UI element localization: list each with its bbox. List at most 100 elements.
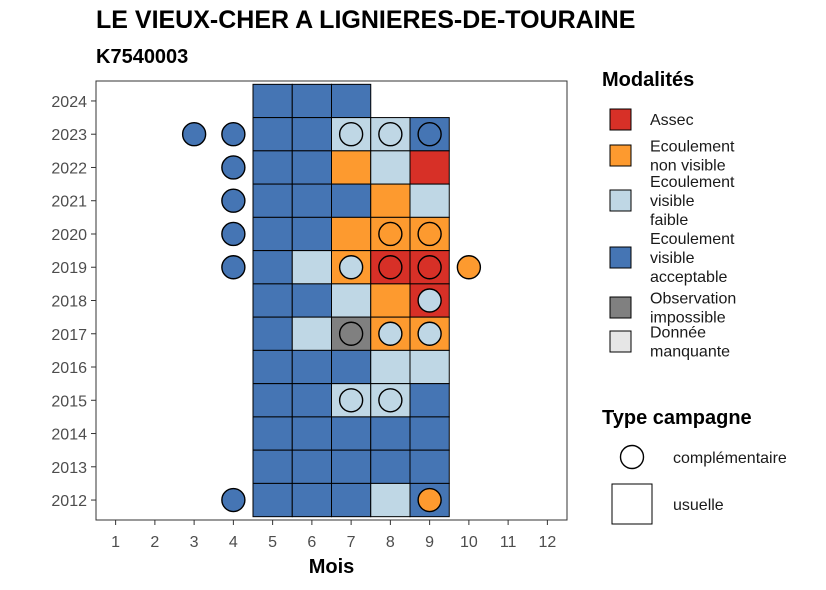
x-tick-label: 8 (386, 534, 395, 551)
usuelle-cell-2018-7 (331, 283, 372, 318)
legend-label-complementaire: complémentaire (673, 450, 787, 467)
legend-square-key (611, 483, 653, 525)
legend-label-ecvf: faible (650, 212, 688, 229)
usuelle-cell-2013-9 (409, 449, 450, 484)
legend-key-obsimp (609, 296, 632, 319)
usuelle-cell-2021-5 (252, 183, 293, 218)
usuelle-cell-2016-9 (409, 349, 450, 385)
legend-label-obsimp: Observation (650, 291, 736, 308)
x-tick-label: 1 (111, 534, 120, 551)
complementaire-point-2023-4 (221, 122, 246, 147)
usuelle-cell-2021-8 (370, 183, 411, 218)
usuelle-cell-2019-6 (291, 250, 332, 285)
legend-label-obsimp: impossible (650, 310, 726, 327)
legend-label-ecnv: Ecoulement (650, 139, 735, 156)
usuelle-cell-2022-6 (291, 150, 332, 185)
y-tick-label: 2015 (51, 393, 87, 410)
complementaire-point-2018-9 (417, 288, 442, 313)
usuelle-cell-2012-8 (370, 482, 411, 518)
y-tick-label: 2022 (51, 160, 87, 177)
legend-label-ecva: visible (650, 250, 695, 267)
usuelle-cell-2021-7 (331, 183, 372, 218)
x-tick-label: 6 (307, 534, 316, 551)
legend-label-ecva: acceptable (650, 269, 727, 286)
usuelle-cell-2024-6 (291, 83, 332, 119)
x-tick-label: 12 (538, 534, 556, 551)
y-tick-label: 2012 (51, 493, 87, 510)
legend-label-ecva: Ecoulement (650, 231, 735, 248)
complementaire-point-2020-8 (378, 221, 403, 247)
usuelle-cell-2021-9 (409, 183, 450, 218)
usuelle-cell-2020-7 (331, 216, 372, 252)
complementaire-point-2023-9 (417, 122, 442, 147)
usuelle-cell-2022-5 (252, 150, 293, 185)
complementaire-point-2023-3 (181, 122, 207, 147)
usuelle-cell-2019-5 (252, 250, 293, 285)
usuelle-cell-2013-7 (331, 449, 372, 484)
usuelle-cell-2013-6 (291, 449, 332, 484)
y-tick-label: 2014 (51, 427, 87, 444)
y-tick-label: 2024 (51, 94, 87, 111)
y-tick-label: 2017 (51, 327, 87, 344)
usuelle-cell-2012-7 (331, 482, 372, 518)
complementaire-point-2015-8 (378, 388, 403, 413)
usuelle-cell-2018-6 (291, 283, 332, 318)
y-tick-label: 2020 (51, 227, 87, 244)
complementaire-point-2023-7 (338, 122, 364, 147)
complementaire-point-2020-9 (417, 221, 442, 247)
usuelle-cell-2013-8 (370, 449, 411, 484)
x-tick-label: 3 (190, 534, 199, 551)
legend-label-ecvf: visible (650, 193, 695, 210)
x-tick-label: 4 (229, 534, 238, 551)
chart-title: LE VIEUX-CHER A LIGNIERES-DE-TOURAINE (96, 6, 636, 34)
usuelle-cell-2015-5 (252, 383, 293, 418)
legend-label-assec: Assec (650, 112, 694, 129)
complementaire-point-2017-9 (417, 321, 442, 346)
usuelle-cell-2014-7 (331, 416, 372, 451)
usuelle-cell-2020-6 (291, 216, 332, 252)
complementaire-point-2015-7 (338, 388, 364, 413)
legend-label-ecvf: Ecoulement (650, 174, 735, 191)
usuelle-cell-2016-7 (331, 349, 372, 385)
usuelle-cell-2020-5 (252, 216, 293, 252)
usuelle-cell-2014-8 (370, 416, 411, 451)
usuelle-cell-2012-5 (252, 482, 293, 518)
usuelle-cell-2014-6 (291, 416, 332, 451)
complementaire-point-2017-8 (378, 321, 403, 346)
complementaire-point-2019-4 (221, 255, 246, 280)
y-tick-label: 2016 (51, 360, 87, 377)
legend-key-manq (609, 330, 632, 353)
legend-key-ecnv (609, 144, 632, 167)
usuelle-cell-2018-8 (370, 283, 411, 318)
usuelle-cell-2015-9 (409, 383, 450, 418)
complementaire-point-2022-4 (221, 155, 246, 180)
legend-key-ecvf (609, 189, 632, 212)
legend-modalites-title: Modalités (602, 69, 694, 91)
legend-campagne-title: Type campagne (602, 407, 752, 429)
usuelle-cell-2018-5 (252, 283, 293, 318)
complementaire-point-2019-9 (417, 255, 442, 280)
complementaire-point-2012-4 (221, 487, 246, 513)
complementaire-point-2019-7 (338, 255, 364, 280)
usuelle-cell-2014-9 (409, 416, 450, 451)
usuelle-cell-2024-7 (331, 83, 372, 119)
usuelle-cell-2016-5 (252, 349, 293, 385)
x-tick-label: 11 (500, 534, 517, 551)
usuelle-cell-2023-5 (252, 117, 293, 152)
legend-key-assec (609, 108, 632, 131)
usuelle-cell-2014-5 (252, 416, 293, 451)
legend-label-usuelle: usuelle (673, 497, 724, 514)
y-tick-label: 2013 (51, 460, 87, 477)
usuelle-cell-2013-5 (252, 449, 293, 484)
usuelle-cell-2022-8 (370, 150, 411, 185)
x-tick-label: 7 (347, 534, 356, 551)
y-tick-label: 2023 (51, 127, 87, 144)
usuelle-cell-2022-9 (409, 150, 450, 185)
legend-label-ecnv: non visible (650, 158, 726, 175)
usuelle-cell-2016-8 (370, 349, 411, 385)
x-tick-label: 10 (460, 534, 478, 551)
legend-circle-key (619, 444, 645, 470)
usuelle-cell-2012-6 (291, 482, 332, 518)
complementaire-point-2019-10 (456, 255, 482, 280)
